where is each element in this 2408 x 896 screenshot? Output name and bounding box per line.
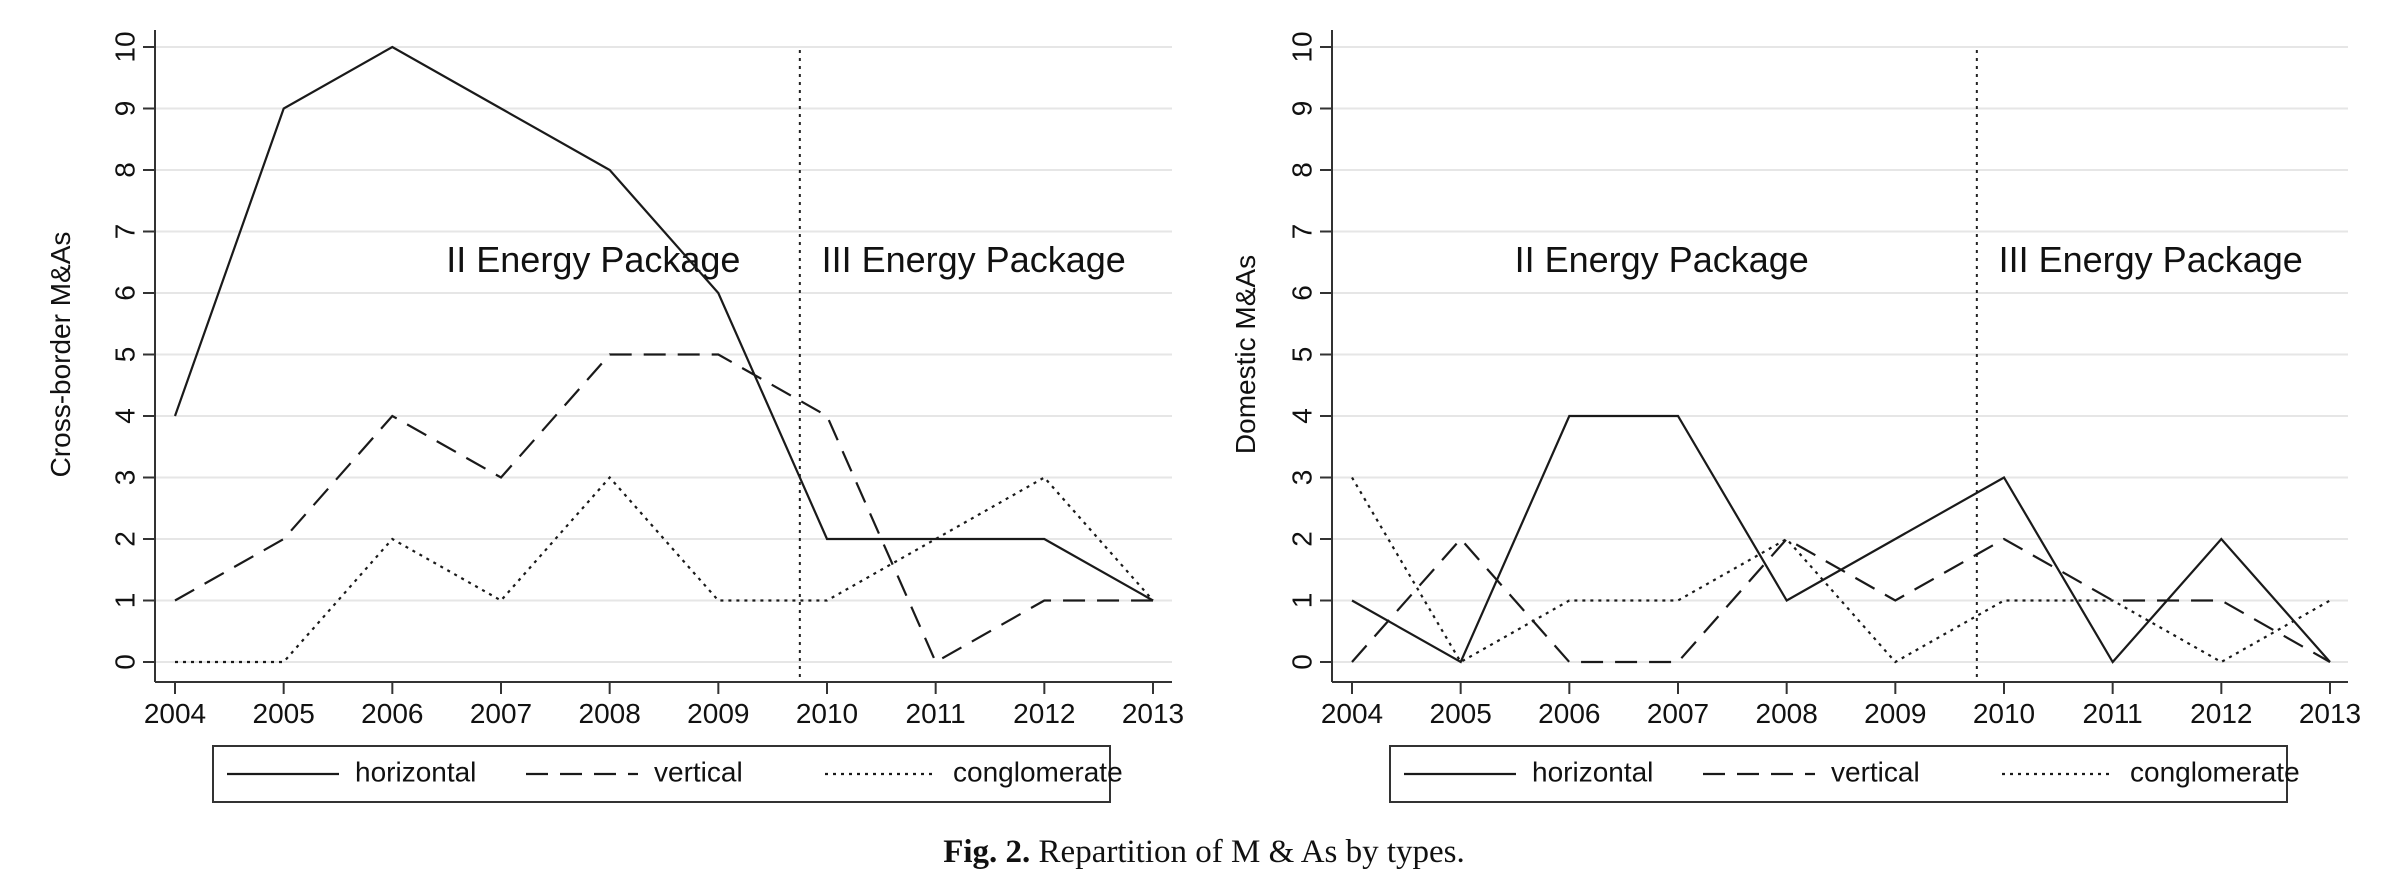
x-tick-label: 2012 <box>2190 698 2252 729</box>
y-tick-label: 10 <box>1286 31 1317 62</box>
chart-panel-2: 0 1 2 3 4 5 6 7 8 9 10 2004 2005 2006 2007 2008 2009 2010… <box>1230 30 2361 803</box>
y-tick-label: 4 <box>109 408 140 424</box>
legend-label: horizontal <box>1532 756 1653 787</box>
y-tick-label: 2 <box>1286 531 1317 547</box>
y-tick-label: 2 <box>109 531 140 547</box>
legend: horizontal vertical conglomerate <box>212 745 1123 803</box>
x-tick-label: 2007 <box>1647 698 1709 729</box>
chart-panel-1: 0 1 2 3 4 5 6 7 8 9 10 2004 2005 2006 2007 2008 2009 2010… <box>45 30 1184 803</box>
x-tick-label: 2012 <box>1013 698 1075 729</box>
y-tick-label: 0 <box>109 654 140 670</box>
y-tick-label: 7 <box>109 224 140 240</box>
y-tick-label: 10 <box>109 31 140 62</box>
y-tick-label: 4 <box>1286 408 1317 424</box>
figure-caption: Fig. 2. Repartition of M & As by types. <box>0 834 2408 871</box>
legend-label: horizontal <box>355 756 476 787</box>
annotation-label: II Energy Package <box>446 239 740 280</box>
y-tick-label: 8 <box>1286 162 1317 178</box>
x-tick-label: 2013 <box>2299 698 2361 729</box>
series-line-vertical <box>1351 537 2331 664</box>
y-axis-label: Cross-border M&As <box>45 232 76 478</box>
x-tick-label: 2011 <box>2083 698 2143 729</box>
y-tick-label: 3 <box>1286 470 1317 486</box>
x-tick-label: 2005 <box>1430 698 1492 729</box>
x-tick-label: 2009 <box>1864 698 1926 729</box>
y-tick-label: 1 <box>1286 593 1317 609</box>
caption-text: Repartition of M & As by types. <box>1030 834 1465 870</box>
x-tick-label: 2004 <box>144 698 206 729</box>
legend-label: vertical <box>654 756 743 787</box>
x-tick-label: 2004 <box>1321 698 1383 729</box>
y-axis-label: Domestic M&As <box>1230 255 1261 454</box>
y-tick-label: 6 <box>109 285 140 301</box>
legend-label: vertical <box>1831 756 1920 787</box>
legend: horizontal vertical conglomerate <box>1389 745 2300 803</box>
x-tick-label: 2010 <box>1973 698 2035 729</box>
x-tick-label: 2007 <box>470 698 532 729</box>
x-tick-label: 2006 <box>361 698 423 729</box>
legend-label: conglomerate <box>2130 756 2300 787</box>
x-tick-label: 2006 <box>1538 698 1600 729</box>
y-tick-label: 6 <box>1286 285 1317 301</box>
series-line-conglomerate <box>1351 476 2331 664</box>
annotation-label: III Energy Package <box>1999 239 2303 280</box>
series-line-vertical <box>174 353 1153 664</box>
legend-label: conglomerate <box>953 756 1123 787</box>
annotation-label: III Energy Package <box>822 239 1126 280</box>
caption-label: Fig. 2. <box>943 834 1031 870</box>
legend-box <box>212 745 1111 803</box>
x-tick-label: 2011 <box>906 698 966 729</box>
y-tick-label: 8 <box>109 162 140 178</box>
x-tick-label: 2005 <box>253 698 315 729</box>
y-tick-label: 3 <box>109 470 140 486</box>
y-tick-label: 5 <box>1286 347 1317 363</box>
y-tick-label: 9 <box>1286 101 1317 117</box>
x-tick-label: 2008 <box>1756 698 1818 729</box>
y-tick-label: 1 <box>109 593 140 609</box>
x-tick-label: 2008 <box>579 698 641 729</box>
y-tick-label: 0 <box>1286 654 1317 670</box>
y-tick-label: 7 <box>1286 224 1317 240</box>
x-tick-label: 2013 <box>1122 698 1184 729</box>
y-tick-label: 5 <box>109 347 140 363</box>
x-tick-label: 2010 <box>796 698 858 729</box>
annotation-label: II Energy Package <box>1515 239 1809 280</box>
series-line-conglomerate <box>175 475 1154 664</box>
x-tick-label: 2009 <box>687 698 749 729</box>
y-tick-label: 9 <box>109 101 140 117</box>
series-line-horizontal <box>173 45 1154 602</box>
legend-box <box>1389 745 2288 803</box>
